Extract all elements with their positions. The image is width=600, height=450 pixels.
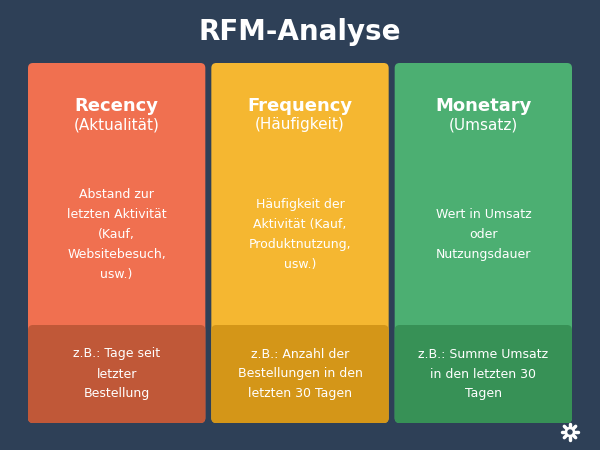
Bar — [404, 330, 562, 342]
Text: z.B.: Summe Umsatz
in den letzten 30
Tagen: z.B.: Summe Umsatz in den letzten 30 Tag… — [418, 347, 548, 400]
Text: Häufigkeit der
Aktivität (Kauf,
Produktnutzung,
usw.): Häufigkeit der Aktivität (Kauf, Produktn… — [248, 198, 352, 271]
Text: Recency: Recency — [74, 97, 158, 115]
Text: Wert in Umsatz
oder
Nutzungsdauer: Wert in Umsatz oder Nutzungsdauer — [436, 208, 531, 261]
Bar — [38, 330, 196, 342]
Text: Frequency: Frequency — [247, 97, 353, 115]
Text: z.B.: Tage seit
letzter
Bestellung: z.B.: Tage seit letzter Bestellung — [73, 347, 160, 400]
Text: RFM-Analyse: RFM-Analyse — [199, 18, 401, 46]
Circle shape — [566, 428, 575, 436]
FancyBboxPatch shape — [211, 325, 389, 423]
Text: (Umsatz): (Umsatz) — [449, 117, 518, 132]
FancyBboxPatch shape — [211, 63, 389, 423]
Circle shape — [568, 430, 572, 434]
Text: (Häufigkeit): (Häufigkeit) — [255, 117, 345, 132]
Bar — [221, 330, 379, 342]
Text: Abstand zur
letzten Aktivität
(Kauf,
Websitebesuch,
usw.): Abstand zur letzten Aktivität (Kauf, Web… — [67, 188, 166, 281]
Bar — [557, 335, 567, 413]
Text: z.B.: Anzahl der
Bestellungen in den
letzten 30 Tagen: z.B.: Anzahl der Bestellungen in den let… — [238, 347, 362, 400]
Text: Monetary: Monetary — [435, 97, 532, 115]
Text: (Aktualität): (Aktualität) — [74, 117, 160, 132]
Bar — [33, 335, 43, 413]
Bar — [374, 335, 383, 413]
FancyBboxPatch shape — [395, 63, 572, 423]
FancyBboxPatch shape — [395, 325, 572, 423]
Bar — [190, 335, 200, 413]
Bar — [400, 335, 410, 413]
FancyBboxPatch shape — [28, 325, 205, 423]
FancyBboxPatch shape — [28, 63, 205, 423]
Bar — [217, 335, 226, 413]
